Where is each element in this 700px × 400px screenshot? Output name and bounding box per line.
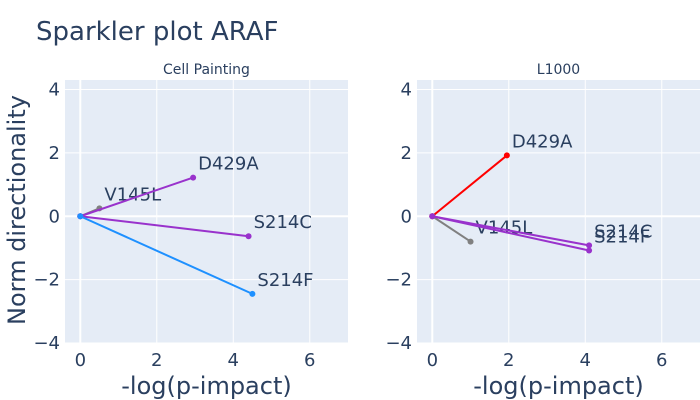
series-d429a: D429A	[77, 154, 259, 220]
plot-area	[417, 80, 700, 343]
series-line	[432, 215, 590, 252]
x-tick-label: 0	[75, 350, 86, 371]
x-tick-label: 2	[151, 350, 162, 371]
point-label: S214C	[594, 221, 652, 242]
x-axis-title: -log(p-impact)	[121, 372, 291, 400]
x-tick-label: 2	[503, 350, 514, 371]
data-point	[245, 233, 252, 240]
data-point	[586, 247, 593, 254]
x-tick-label: 0	[427, 350, 438, 371]
y-tick-label: 2	[49, 143, 60, 164]
data-point	[586, 242, 593, 249]
y-tick-label: 0	[49, 206, 60, 227]
y-tick-label: −4	[33, 333, 60, 354]
subplot-title: L1000	[537, 62, 580, 78]
point-label: S214F	[257, 270, 313, 291]
y-tick-label: 4	[49, 80, 60, 101]
figure-title: Sparkler plot ARAF	[36, 17, 279, 47]
subplot-title: Cell Painting	[163, 62, 250, 78]
subplot-2: L1000 0 2 4 6 4 2 0 −2 −4 -log(p-impact) D429A V145L…	[385, 62, 700, 400]
subplot-1: Cell Painting 0 2 4 6 4 2 0 −2 −4 -log(p-impact) V1…	[33, 62, 348, 400]
x-axis-title: -log(p-impact)	[473, 372, 643, 400]
series-d429a: D429A	[429, 131, 573, 220]
data-point	[190, 174, 197, 181]
y-tick-label: −2	[33, 270, 60, 291]
point-label: S214C	[254, 212, 312, 233]
y-tick-label: −4	[385, 333, 412, 354]
series-line	[79, 176, 194, 218]
x-tick-label: 6	[304, 350, 315, 371]
series-line	[431, 215, 472, 243]
y-axis-title: Norm directionality	[3, 95, 31, 325]
series-line	[431, 154, 508, 218]
subplots: Cell Painting 0 2 4 6 4 2 0 −2 −4 -log(p-impact) V1…	[33, 62, 700, 400]
y-tick-label: 4	[401, 80, 412, 101]
y-tick-label: 0	[401, 206, 412, 227]
data-point	[503, 152, 510, 159]
data-point	[249, 290, 256, 297]
point-label: D429A	[512, 131, 573, 152]
plot-area	[65, 80, 348, 343]
series-s214f: S214F	[429, 213, 650, 254]
data-point	[467, 238, 474, 245]
x-tick-label: 4	[228, 350, 239, 371]
series-s214f: S214F	[77, 213, 314, 297]
point-label: V145L	[104, 184, 161, 205]
point-label: D429A	[198, 154, 259, 175]
data-point	[77, 213, 84, 220]
point-label: S214F	[594, 226, 650, 247]
y-tick-label: 2	[401, 143, 412, 164]
series-line	[80, 215, 249, 238]
series-line	[79, 215, 253, 295]
data-point	[429, 213, 436, 220]
y-tick-label: −2	[385, 270, 412, 291]
point-label: V145L	[476, 218, 533, 239]
x-tick-label: 4	[580, 350, 591, 371]
x-tick-label: 6	[656, 350, 667, 371]
